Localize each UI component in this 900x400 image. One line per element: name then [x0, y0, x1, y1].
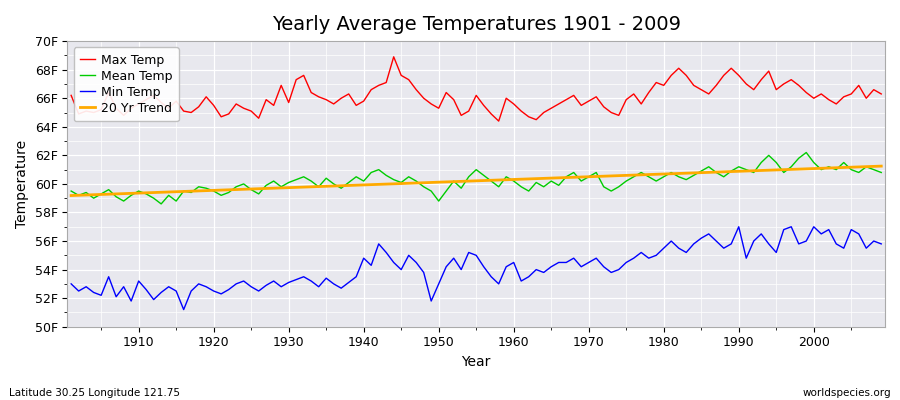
X-axis label: Year: Year [462, 355, 490, 369]
20 Yr Trend [500, 177, 511, 182]
Mean Temp [801, 150, 812, 155]
20 Yr Trend [508, 177, 519, 182]
Text: Latitude 30.25 Longitude 121.75: Latitude 30.25 Longitude 121.75 [9, 388, 180, 398]
Max Temp [493, 119, 504, 124]
Mean Temp [606, 189, 616, 194]
Max Temp [388, 54, 399, 59]
Max Temp [523, 114, 534, 119]
Max Temp [66, 93, 77, 98]
20 Yr Trend [876, 164, 886, 168]
20 Yr Trend [66, 193, 77, 198]
Max Temp [126, 106, 137, 111]
Min Temp [606, 270, 616, 275]
Min Temp [66, 282, 77, 286]
Min Temp [508, 260, 519, 265]
Line: 20 Yr Trend: 20 Yr Trend [71, 166, 881, 196]
Mean Temp [298, 174, 309, 179]
Title: Yearly Average Temperatures 1901 - 2009: Yearly Average Temperatures 1901 - 2009 [272, 15, 680, 34]
Max Temp [336, 96, 346, 101]
Min Temp [126, 299, 137, 304]
20 Yr Trend [598, 174, 609, 178]
Min Temp [734, 224, 744, 229]
Mean Temp [876, 170, 886, 175]
Line: Mean Temp: Mean Temp [71, 152, 881, 204]
Max Temp [876, 92, 886, 96]
Y-axis label: Temperature: Temperature [15, 140, 29, 228]
Mean Temp [516, 184, 526, 189]
Max Temp [291, 77, 302, 82]
20 Yr Trend [126, 191, 137, 196]
Max Temp [613, 113, 624, 118]
Line: Max Temp: Max Temp [71, 57, 881, 121]
Line: Min Temp: Min Temp [71, 227, 881, 310]
Mean Temp [508, 179, 519, 184]
Mean Temp [343, 180, 354, 185]
Min Temp [298, 274, 309, 279]
20 Yr Trend [291, 185, 302, 190]
Legend: Max Temp, Mean Temp, Min Temp, 20 Yr Trend: Max Temp, Mean Temp, Min Temp, 20 Yr Tre… [74, 47, 179, 121]
Min Temp [876, 242, 886, 246]
Max Temp [516, 109, 526, 114]
Text: worldspecies.org: worldspecies.org [803, 388, 891, 398]
Mean Temp [66, 189, 77, 194]
20 Yr Trend [336, 183, 346, 188]
Mean Temp [156, 202, 166, 206]
Min Temp [343, 280, 354, 285]
Min Temp [516, 279, 526, 284]
Mean Temp [126, 193, 137, 198]
Min Temp [178, 307, 189, 312]
